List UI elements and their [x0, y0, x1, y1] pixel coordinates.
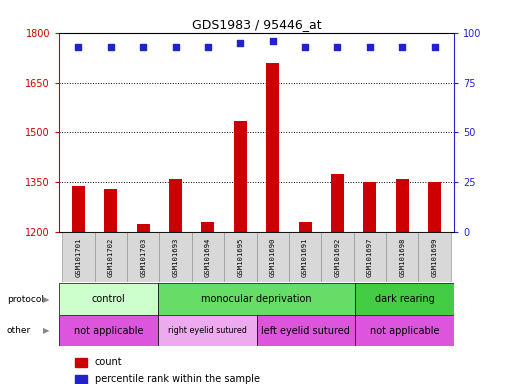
- Point: [269, 38, 277, 44]
- Bar: [158, 315, 256, 346]
- Bar: [160, 232, 192, 282]
- Bar: [266, 63, 279, 232]
- Bar: [321, 232, 353, 282]
- Bar: [59, 283, 158, 315]
- Point: [107, 43, 115, 50]
- Bar: [192, 232, 224, 282]
- Text: protocol: protocol: [7, 295, 44, 304]
- Text: ▶: ▶: [43, 295, 49, 304]
- Text: GSM101702: GSM101702: [108, 238, 114, 277]
- Bar: [127, 232, 160, 282]
- Text: GSM101692: GSM101692: [334, 238, 341, 277]
- Text: ▶: ▶: [43, 326, 49, 335]
- Bar: [224, 232, 256, 282]
- Bar: [136, 224, 150, 232]
- Text: GSM101701: GSM101701: [75, 238, 82, 277]
- Bar: [104, 189, 117, 232]
- Text: GSM101698: GSM101698: [399, 238, 405, 277]
- Bar: [419, 232, 451, 282]
- Point: [139, 43, 147, 50]
- Text: control: control: [91, 294, 125, 304]
- Text: GSM101693: GSM101693: [172, 238, 179, 277]
- Text: percentile rank within the sample: percentile rank within the sample: [94, 374, 260, 384]
- Title: GDS1983 / 95446_at: GDS1983 / 95446_at: [192, 18, 321, 31]
- Text: GSM101694: GSM101694: [205, 238, 211, 277]
- Bar: [75, 375, 87, 384]
- Text: GSM101690: GSM101690: [270, 238, 275, 277]
- Bar: [355, 315, 454, 346]
- Bar: [289, 232, 321, 282]
- Point: [430, 43, 439, 50]
- Bar: [355, 283, 454, 315]
- Point: [301, 43, 309, 50]
- Point: [366, 43, 374, 50]
- Point: [333, 43, 342, 50]
- Bar: [62, 232, 94, 282]
- Text: not applicable: not applicable: [370, 326, 439, 336]
- Bar: [158, 283, 355, 315]
- Point: [236, 40, 244, 46]
- Bar: [72, 186, 85, 232]
- Text: count: count: [94, 358, 122, 367]
- Text: left eyelid sutured: left eyelid sutured: [262, 326, 350, 336]
- Bar: [386, 232, 419, 282]
- Bar: [396, 179, 409, 232]
- Bar: [169, 179, 182, 232]
- Text: GSM101697: GSM101697: [367, 238, 373, 277]
- Text: GSM101703: GSM101703: [140, 238, 146, 277]
- Text: GSM101699: GSM101699: [431, 238, 438, 277]
- Bar: [75, 358, 87, 367]
- Point: [204, 43, 212, 50]
- Text: other: other: [7, 326, 31, 335]
- Bar: [202, 222, 214, 232]
- Bar: [353, 232, 386, 282]
- Point: [74, 43, 83, 50]
- Bar: [363, 182, 377, 232]
- Point: [398, 43, 406, 50]
- Bar: [256, 315, 355, 346]
- Bar: [234, 121, 247, 232]
- Point: [171, 43, 180, 50]
- Text: GSM101695: GSM101695: [238, 238, 243, 277]
- Text: right eyelid sutured: right eyelid sutured: [168, 326, 247, 335]
- Bar: [331, 174, 344, 232]
- Bar: [94, 232, 127, 282]
- Bar: [299, 222, 311, 232]
- Bar: [428, 182, 441, 232]
- Text: monocular deprivation: monocular deprivation: [201, 294, 312, 304]
- Bar: [59, 315, 158, 346]
- Text: GSM101691: GSM101691: [302, 238, 308, 277]
- Text: dark rearing: dark rearing: [375, 294, 435, 304]
- Text: not applicable: not applicable: [74, 326, 143, 336]
- Bar: [256, 232, 289, 282]
